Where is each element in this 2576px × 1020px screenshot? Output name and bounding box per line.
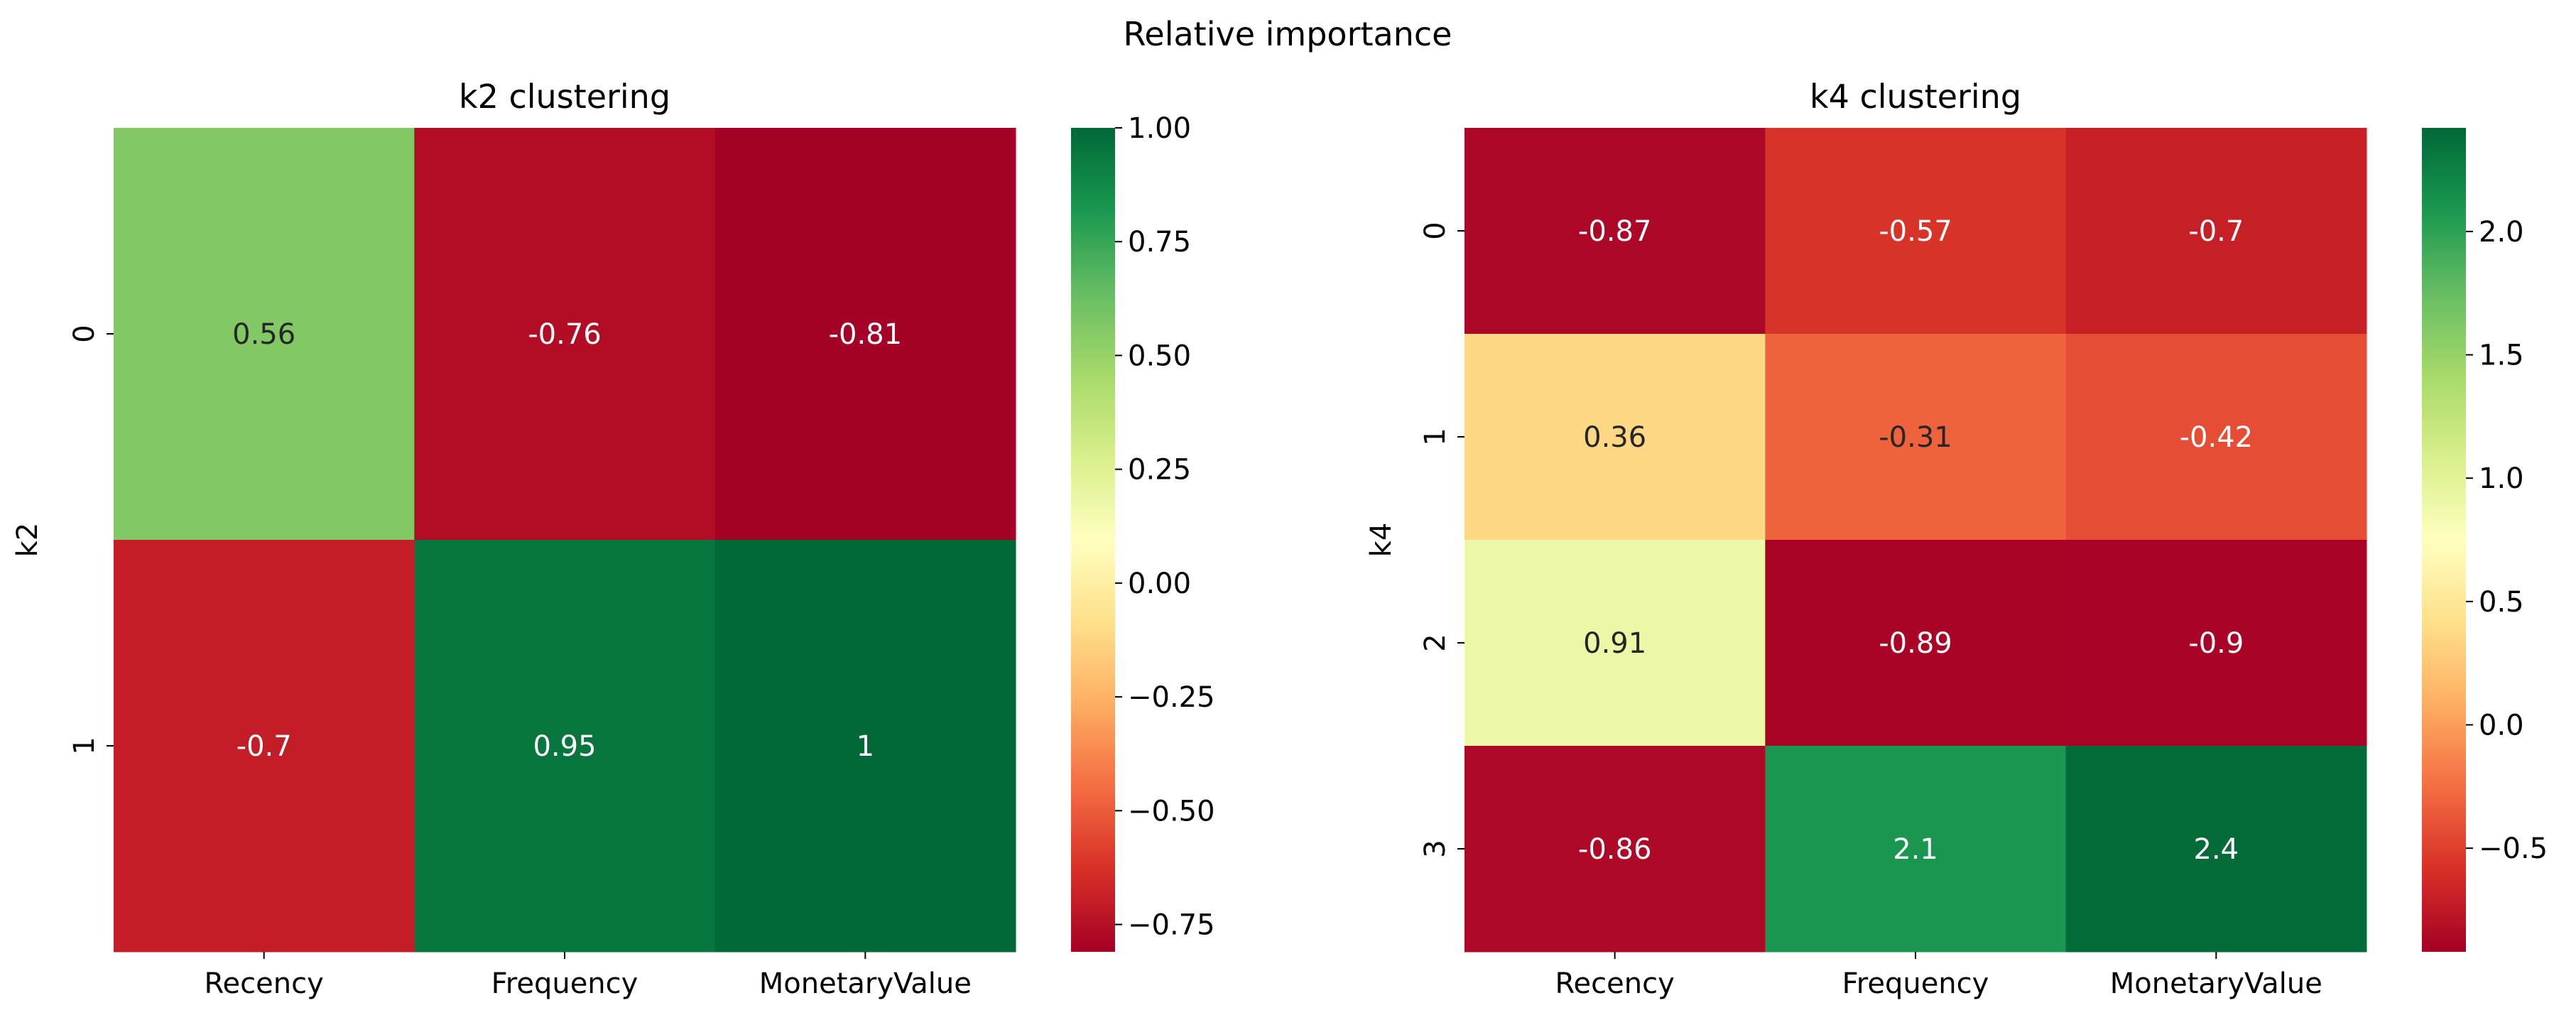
cell-label: -0.42	[2180, 421, 2254, 454]
heatmap-panel-1: k2 clustering 0.56 -0.76 -0.81 -0.7 0.95 1 Rece…	[11, 77, 1215, 1000]
colorbar-tick-label: 0.00	[1128, 568, 1191, 600]
cell-label: 2.1	[1893, 833, 1938, 866]
heatmap-cell	[2065, 334, 2367, 541]
cell-label: 1	[857, 730, 874, 763]
x-tick-label: Recency	[205, 967, 324, 1000]
heatmap-cell	[1765, 540, 2067, 747]
heatmap-cell	[1464, 334, 1766, 541]
cell-label: 0.95	[533, 730, 596, 763]
y-tick-label: 0	[1419, 222, 1452, 239]
cell-label: 0.36	[1583, 421, 1646, 454]
cell-label: 0.91	[1583, 627, 1646, 660]
cell-label: -0.86	[1578, 833, 1652, 866]
x-tick-label: Recency	[1555, 967, 1675, 1000]
colorbar-tick-label: −0.75	[1128, 909, 1215, 942]
cell-label: -0.81	[829, 318, 903, 351]
heatmap-cell	[1765, 128, 2067, 335]
colorbar-tick-label: −0.5	[2479, 832, 2548, 865]
cell-label: -0.89	[1879, 627, 1952, 660]
chart-title: k2 clustering	[459, 77, 670, 116]
x-tick-label: MonetaryValue	[2110, 967, 2322, 1000]
heatmap-panel-2: k4 clustering -0.87 -0.57 -0.7 0.36 -0.31 -0.4…	[1365, 77, 2548, 1000]
figure-title: Relative importance	[1124, 15, 1452, 53]
cell-label: -0.31	[1879, 421, 1952, 454]
colorbar-tick-label: 0.0	[2479, 709, 2524, 742]
colorbar-tick-label: 0.25	[1128, 454, 1191, 487]
y-tick-label: 1	[68, 737, 101, 754]
x-tick-label: Frequency	[1842, 967, 1989, 1000]
colorbar	[2422, 128, 2466, 952]
heatmap-cell	[2065, 128, 2367, 335]
heatmap-cell	[414, 540, 716, 953]
cell-label: -0.76	[528, 318, 602, 351]
cell-label: -0.7	[2188, 215, 2244, 248]
heatmap-cell	[1765, 746, 2067, 953]
heatmap-cell	[714, 128, 1016, 541]
y-tick-label: 2	[1419, 634, 1452, 651]
x-tick-label: MonetaryValue	[759, 967, 972, 1000]
y-axis-label: k4	[1365, 523, 1398, 558]
colorbar-tick-label: −0.50	[1128, 795, 1215, 828]
cell-label: -0.9	[2188, 627, 2244, 660]
y-axis-label: k2	[11, 523, 44, 558]
colorbar-tick-label: 0.50	[1128, 340, 1191, 372]
y-tick-label: 1	[1419, 428, 1452, 445]
x-tick-label: Frequency	[491, 967, 638, 1000]
y-tick-label: 0	[68, 325, 101, 342]
colorbar-tick-label: −0.25	[1128, 681, 1215, 714]
colorbar-tick-label: 2.0	[2479, 216, 2524, 249]
heatmap-cell	[1765, 334, 2067, 541]
chart-title: k4 clustering	[1810, 77, 2021, 116]
panels: k2 clustering 0.56 -0.76 -0.81 -0.7 0.95 1 Rece…	[11, 77, 2548, 1000]
heatmap-cell	[114, 128, 415, 541]
cell-label: -0.57	[1879, 215, 1952, 248]
colorbar-tick-label: 1.00	[1128, 112, 1191, 145]
heatmap-cell	[714, 540, 1016, 953]
heatmap-cell	[1464, 540, 1766, 747]
colorbar	[1071, 128, 1115, 952]
colorbar-tick-label: 1.5	[2479, 340, 2524, 372]
heatmap-cell	[1464, 746, 1766, 953]
cell-label: 2.4	[2194, 833, 2239, 866]
heatmap-cell	[414, 128, 716, 541]
heatmap-cell	[2065, 746, 2367, 953]
cell-label: -0.87	[1578, 215, 1652, 248]
cell-label: -0.7	[237, 730, 292, 763]
heatmap-cell	[1464, 128, 1766, 335]
heatmap-cell	[2065, 540, 2367, 747]
colorbar-tick-label: 0.75	[1128, 226, 1191, 259]
y-tick-label: 3	[1419, 840, 1452, 857]
colorbar-tick-label: 0.5	[2479, 586, 2524, 619]
colorbar-tick-label: 1.0	[2479, 462, 2524, 495]
heatmap-cell	[114, 540, 415, 953]
cell-label: 0.56	[232, 318, 295, 351]
